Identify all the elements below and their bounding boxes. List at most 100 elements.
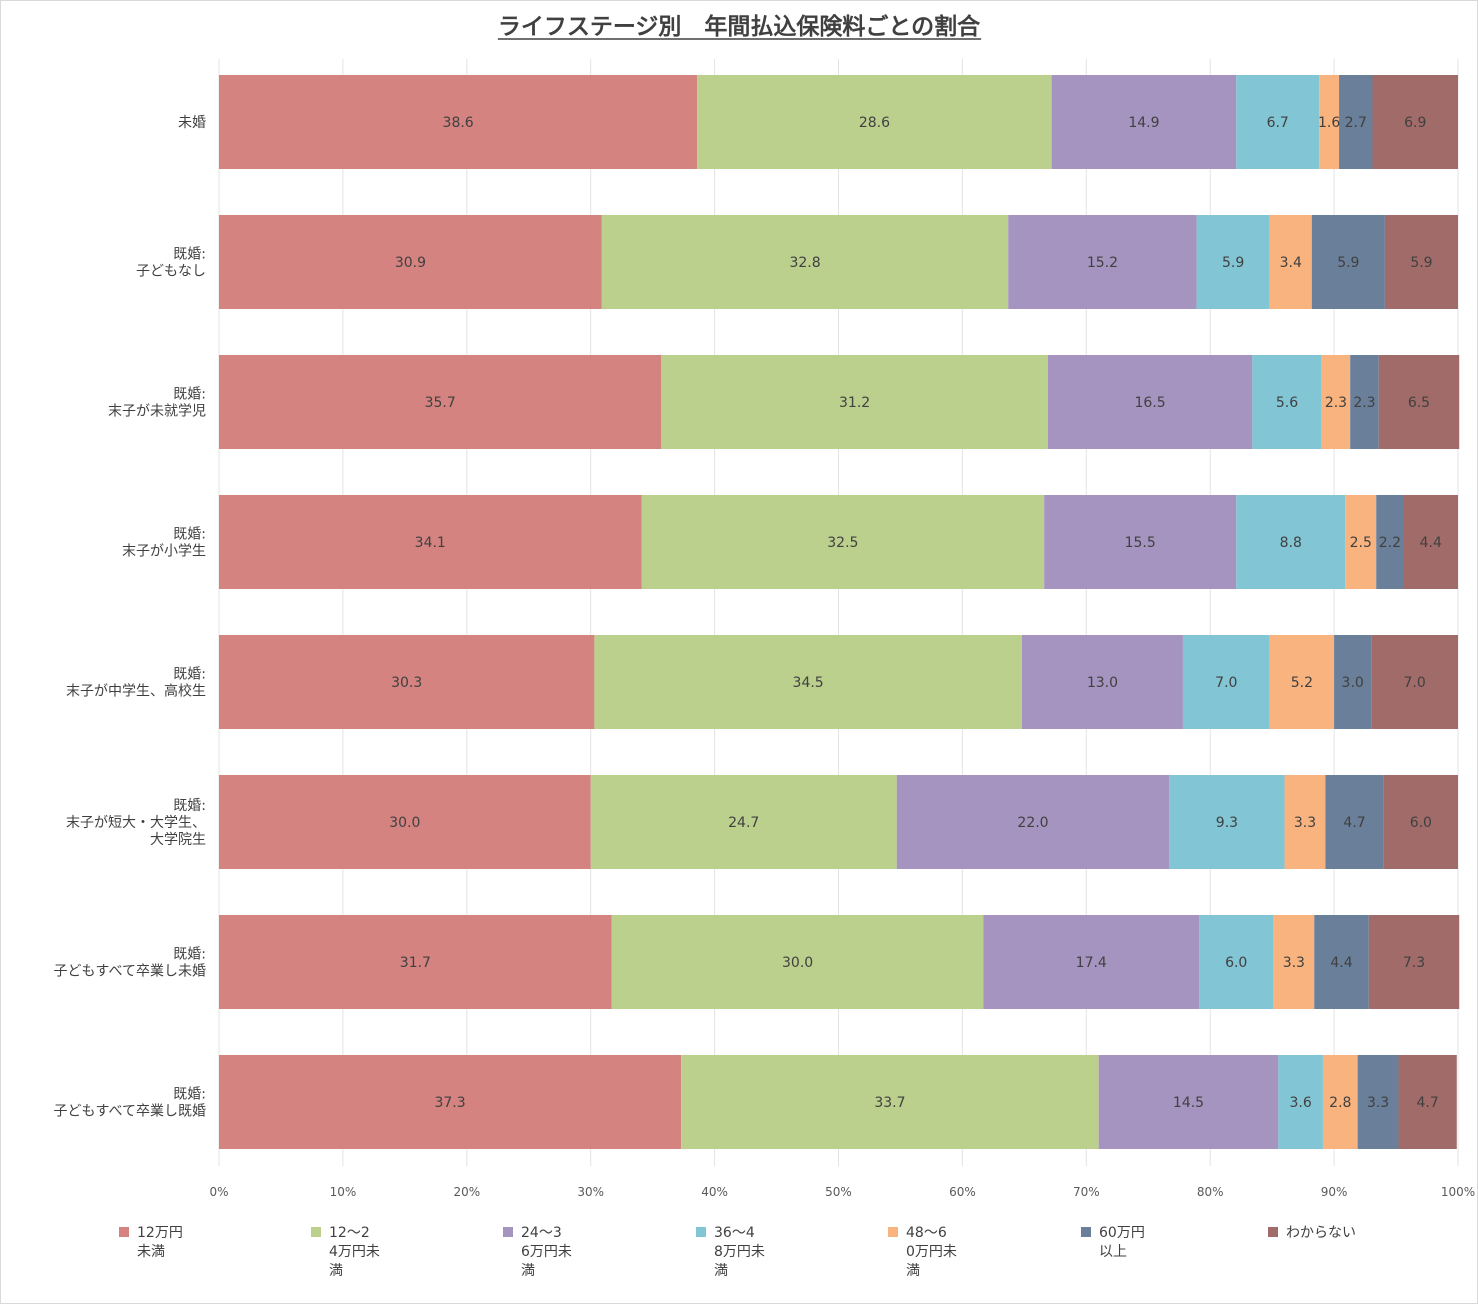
x-tick-label: 50% <box>825 1185 852 1199</box>
legend-entry: 48～6 0万円未満 <box>906 1225 957 1279</box>
data-label: 35.7 <box>425 395 456 411</box>
bar-segment <box>1311 215 1385 309</box>
data-label: 3.4 <box>1280 255 1302 271</box>
data-label: 5.9 <box>1222 255 1244 271</box>
x-tick-label: 30% <box>577 1185 604 1199</box>
data-label: 37.3 <box>434 1095 465 1111</box>
x-tick-label: 20% <box>453 1185 480 1199</box>
bar-segment <box>1199 915 1274 1009</box>
legend-entry: 12万円未満 <box>137 1225 183 1260</box>
bar-segment <box>1384 215 1458 309</box>
data-label: 6.9 <box>1404 115 1426 131</box>
bar-segment <box>1284 775 1326 869</box>
category-label: 既婚:子どもなし <box>136 247 206 280</box>
legend-swatch <box>696 1227 706 1237</box>
data-label: 34.5 <box>793 675 824 691</box>
bar-segment <box>594 635 1022 729</box>
data-label: 1.6 <box>1318 115 1340 131</box>
bar-segment <box>1021 635 1183 729</box>
data-label: 2.7 <box>1345 115 1367 131</box>
bar-segment <box>219 215 602 309</box>
category-label: 既婚:末子が小学生 <box>122 527 206 560</box>
bar-segment <box>1278 1055 1323 1149</box>
data-label: 5.2 <box>1291 675 1313 691</box>
bar-segment <box>219 1055 682 1149</box>
data-label: 3.0 <box>1342 675 1364 691</box>
bar-segment <box>1051 75 1237 169</box>
bar-segment <box>1398 1055 1457 1149</box>
data-label: 30.3 <box>391 675 422 691</box>
category-label: 未婚 <box>178 115 206 131</box>
legend-entry: わからない <box>1286 1225 1356 1241</box>
data-label: 13.0 <box>1087 675 1118 691</box>
category-label: 既婚:子どもすべて卒業し既婚 <box>54 1087 206 1120</box>
data-label: 6.0 <box>1410 815 1432 831</box>
bar-segment <box>1334 635 1372 729</box>
category-label: 既婚:末子が中学生、高校生 <box>66 667 206 700</box>
data-label: 32.8 <box>789 255 820 271</box>
data-label: 33.7 <box>874 1095 905 1111</box>
bar-segment <box>1383 775 1458 869</box>
bar-segment <box>983 915 1200 1009</box>
legend-entry: 24～3 6万円未満 <box>521 1225 572 1279</box>
bar-segment <box>611 915 984 1009</box>
data-label: 2.8 <box>1329 1095 1351 1111</box>
data-label: 17.4 <box>1076 955 1107 971</box>
data-label: 5.9 <box>1337 255 1359 271</box>
bar-segment <box>1182 635 1270 729</box>
bars <box>219 75 1460 1149</box>
bar-segment <box>1322 1055 1358 1149</box>
bar-segment <box>1196 215 1270 309</box>
legend-entry: 60万円以上 <box>1099 1225 1145 1260</box>
x-tick-label: 10% <box>330 1185 357 1199</box>
data-label: 3.6 <box>1290 1095 1312 1111</box>
legend-swatch <box>503 1227 513 1237</box>
bar-segment <box>1098 1055 1279 1149</box>
data-label: 24.7 <box>728 815 759 831</box>
category-label: 既婚:子どもすべて卒業し未婚 <box>54 947 206 980</box>
bar-segment <box>1368 915 1460 1009</box>
data-label: 2.2 <box>1379 535 1401 551</box>
data-label: 2.3 <box>1353 395 1375 411</box>
bar-segment <box>1350 355 1379 449</box>
bar-segment <box>1252 355 1322 449</box>
bar-segment <box>1339 75 1373 169</box>
category-label: 既婚:末子が未就学児 <box>108 387 206 420</box>
x-tick-label: 80% <box>1197 1185 1224 1199</box>
data-label: 31.7 <box>400 955 431 971</box>
data-label: 3.3 <box>1294 815 1316 831</box>
bar-segment <box>219 635 595 729</box>
x-tick-label: 40% <box>701 1185 728 1199</box>
data-label: 2.3 <box>1325 395 1347 411</box>
data-label: 30.9 <box>395 255 426 271</box>
bar-segment <box>1403 495 1458 589</box>
bar-segment <box>1044 495 1237 589</box>
data-label: 14.9 <box>1128 115 1159 131</box>
data-label: 15.2 <box>1087 255 1118 271</box>
bar-segment <box>1321 355 1351 449</box>
data-label: 4.4 <box>1420 535 1442 551</box>
bar-segment <box>1008 215 1197 309</box>
chart-title: ライフステージ別 年間払込保険料ごとの割合 <box>498 13 981 40</box>
legend-swatch <box>1081 1227 1091 1237</box>
legend-swatch <box>119 1227 129 1237</box>
x-tick-label: 100% <box>1441 1185 1475 1199</box>
bar-segment <box>1047 355 1253 449</box>
data-label: 4.7 <box>1417 1095 1439 1111</box>
legend-swatch <box>888 1227 898 1237</box>
data-label: 28.6 <box>859 115 890 131</box>
data-label: 38.6 <box>443 115 474 131</box>
data-label: 14.5 <box>1173 1095 1204 1111</box>
data-label: 9.3 <box>1216 815 1238 831</box>
bar-segment <box>1236 75 1320 169</box>
data-label: 15.5 <box>1125 535 1156 551</box>
bar-segment <box>1273 915 1315 1009</box>
bar-segment <box>681 1055 1099 1149</box>
category-labels: 未婚既婚:子どもなし既婚:末子が未就学児既婚:末子が小学生既婚:末子が中学生、高… <box>54 115 206 1120</box>
bar-segment <box>1269 635 1335 729</box>
legend-entry: 36～4 8万円未満 <box>714 1225 765 1279</box>
x-tick-label: 70% <box>1073 1185 1100 1199</box>
data-label: 16.5 <box>1135 395 1166 411</box>
